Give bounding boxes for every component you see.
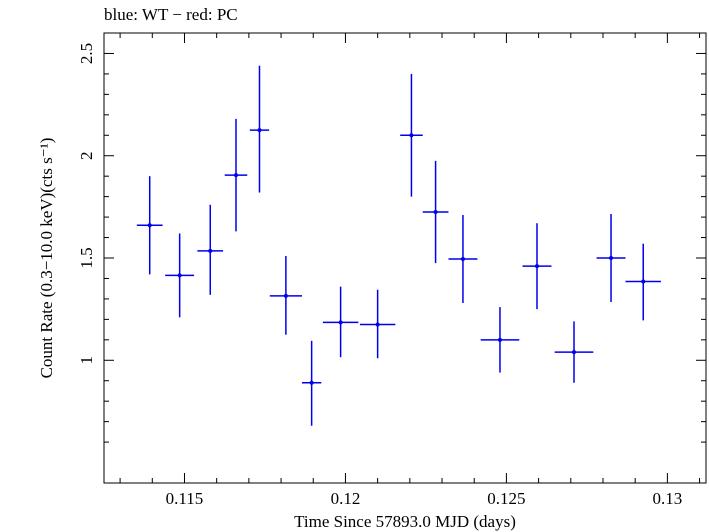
data-point bbox=[375, 322, 380, 327]
data-point bbox=[177, 273, 182, 278]
data-point bbox=[609, 256, 614, 260]
data-point bbox=[572, 350, 577, 355]
chart-title: blue: WT − red: PC bbox=[104, 5, 238, 24]
y-tick-label: 1.5 bbox=[77, 247, 96, 268]
y-tick-label: 1 bbox=[77, 356, 96, 365]
plot-frame bbox=[103, 32, 707, 484]
data-series bbox=[136, 65, 661, 426]
x-tick-label: 0.125 bbox=[487, 489, 525, 508]
data-point bbox=[257, 128, 262, 133]
x-tick-label: 0.115 bbox=[166, 489, 204, 508]
data-point bbox=[641, 279, 646, 284]
x-axis-label: Time Since 57893.0 MJD (days) bbox=[294, 512, 516, 531]
data-point bbox=[208, 248, 213, 253]
data-point bbox=[534, 264, 539, 269]
data-point bbox=[460, 257, 465, 262]
data-point bbox=[338, 320, 343, 325]
data-point bbox=[147, 223, 152, 228]
data-point bbox=[497, 337, 502, 342]
data-point bbox=[409, 133, 414, 138]
data-layer bbox=[136, 65, 661, 426]
data-point bbox=[433, 209, 438, 214]
data-point bbox=[283, 293, 288, 298]
y-axis-label: Count Rate (0.3−10.0 keV)(cts s⁻¹) bbox=[37, 138, 56, 379]
data-point bbox=[233, 173, 238, 178]
y-tick-label: 2.5 bbox=[77, 43, 96, 64]
x-tick-label: 0.13 bbox=[652, 489, 682, 508]
y-tick-label: 2 bbox=[77, 151, 96, 160]
data-point bbox=[309, 380, 314, 385]
ticks-layer: 0.115 0.12 0.125 0.13 1 1.5 2 2.5 bbox=[77, 33, 706, 508]
x-tick-label: 0.12 bbox=[331, 489, 361, 508]
